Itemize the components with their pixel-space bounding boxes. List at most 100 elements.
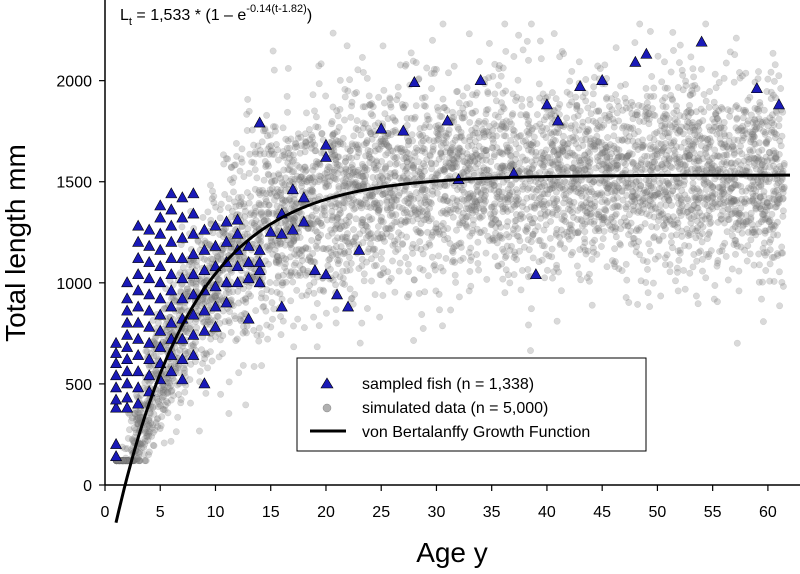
sim-point — [381, 110, 389, 118]
sim-point — [386, 211, 394, 219]
sim-point — [374, 173, 382, 181]
sim-point — [187, 360, 195, 368]
sim-point — [719, 207, 727, 215]
sim-point — [560, 50, 568, 58]
sim-point — [506, 162, 514, 170]
sim-point — [563, 163, 571, 171]
sim-point — [506, 164, 514, 172]
sim-point — [709, 127, 717, 135]
sim-point — [267, 323, 275, 331]
sim-point — [410, 195, 418, 203]
sim-point — [601, 61, 609, 69]
sim-point — [329, 213, 337, 221]
sim-point — [512, 196, 520, 204]
sim-point — [730, 151, 738, 158]
sim-point — [398, 241, 406, 248]
sim-point — [272, 259, 280, 267]
sim-point — [381, 165, 389, 173]
sim-point — [693, 217, 701, 225]
sim-point — [327, 173, 335, 181]
sim-point — [410, 276, 418, 284]
sim-point — [547, 217, 555, 225]
sim-point — [216, 214, 224, 222]
sim-point — [628, 150, 636, 158]
sim-point — [585, 277, 593, 285]
sim-point — [606, 102, 613, 110]
sim-point — [405, 268, 412, 276]
sim-point — [703, 235, 711, 243]
sim-point — [775, 72, 783, 80]
sim-point — [145, 451, 152, 459]
sim-point — [446, 240, 454, 247]
sim-point — [546, 234, 554, 242]
sim-point — [598, 191, 606, 199]
sim-point — [488, 144, 496, 152]
sim-point — [317, 219, 325, 227]
sim-point — [628, 158, 636, 166]
sim-point — [683, 195, 691, 203]
sim-point — [525, 117, 533, 125]
sim-point — [661, 123, 669, 131]
sim-point — [445, 159, 453, 167]
sim-point — [667, 239, 675, 246]
sim-point — [568, 232, 576, 240]
sim-point — [527, 193, 535, 201]
sim-point — [525, 321, 532, 329]
sim-point — [731, 181, 739, 189]
sim-point — [737, 182, 745, 190]
sim-point — [122, 457, 130, 465]
sim-point — [357, 200, 365, 208]
sim-point — [560, 199, 568, 207]
sim-point — [361, 163, 369, 171]
sim-point — [577, 159, 585, 167]
sim-point — [725, 137, 733, 145]
sim-point — [516, 237, 524, 245]
sim-point — [774, 251, 782, 259]
sim-point — [772, 153, 780, 161]
sim-point — [499, 150, 507, 158]
sim-point — [296, 262, 304, 270]
sim-point — [770, 147, 777, 155]
sim-point — [273, 185, 281, 193]
sim-point — [255, 199, 263, 207]
sim-point — [691, 193, 699, 201]
sim-point — [699, 155, 707, 163]
sim-point — [683, 123, 691, 131]
sim-point — [421, 288, 429, 296]
sim-point — [347, 259, 355, 267]
sim-point — [348, 98, 356, 106]
sim-point — [466, 158, 474, 166]
sim-point — [331, 237, 339, 245]
sim-point — [468, 142, 476, 149]
sim-point — [298, 257, 306, 264]
sim-point — [375, 93, 383, 101]
sim-point — [423, 207, 431, 215]
sim-point — [634, 300, 642, 308]
sim-point — [510, 127, 518, 135]
sim-point — [476, 196, 484, 204]
sim-point — [404, 141, 412, 149]
sim-point — [216, 206, 224, 214]
sim-point — [419, 266, 427, 274]
sim-point — [649, 111, 657, 119]
sim-point — [668, 201, 676, 209]
sim-point — [393, 96, 401, 104]
sim-point — [442, 254, 450, 262]
sim-point — [576, 246, 584, 254]
sim-point — [494, 262, 502, 270]
sim-point — [663, 129, 671, 137]
sim-point — [552, 95, 560, 103]
sim-point — [469, 227, 477, 235]
sim-point — [309, 187, 317, 195]
sim-point — [675, 59, 683, 67]
sim-point — [663, 151, 670, 159]
sim-point — [401, 167, 409, 175]
sim-point — [739, 221, 747, 229]
sim-point — [732, 219, 740, 227]
sim-point — [543, 125, 551, 132]
sim-point — [606, 141, 614, 149]
sim-point — [465, 287, 473, 295]
sim-point — [406, 191, 414, 198]
sim-point — [457, 256, 464, 264]
sim-point — [255, 337, 263, 345]
